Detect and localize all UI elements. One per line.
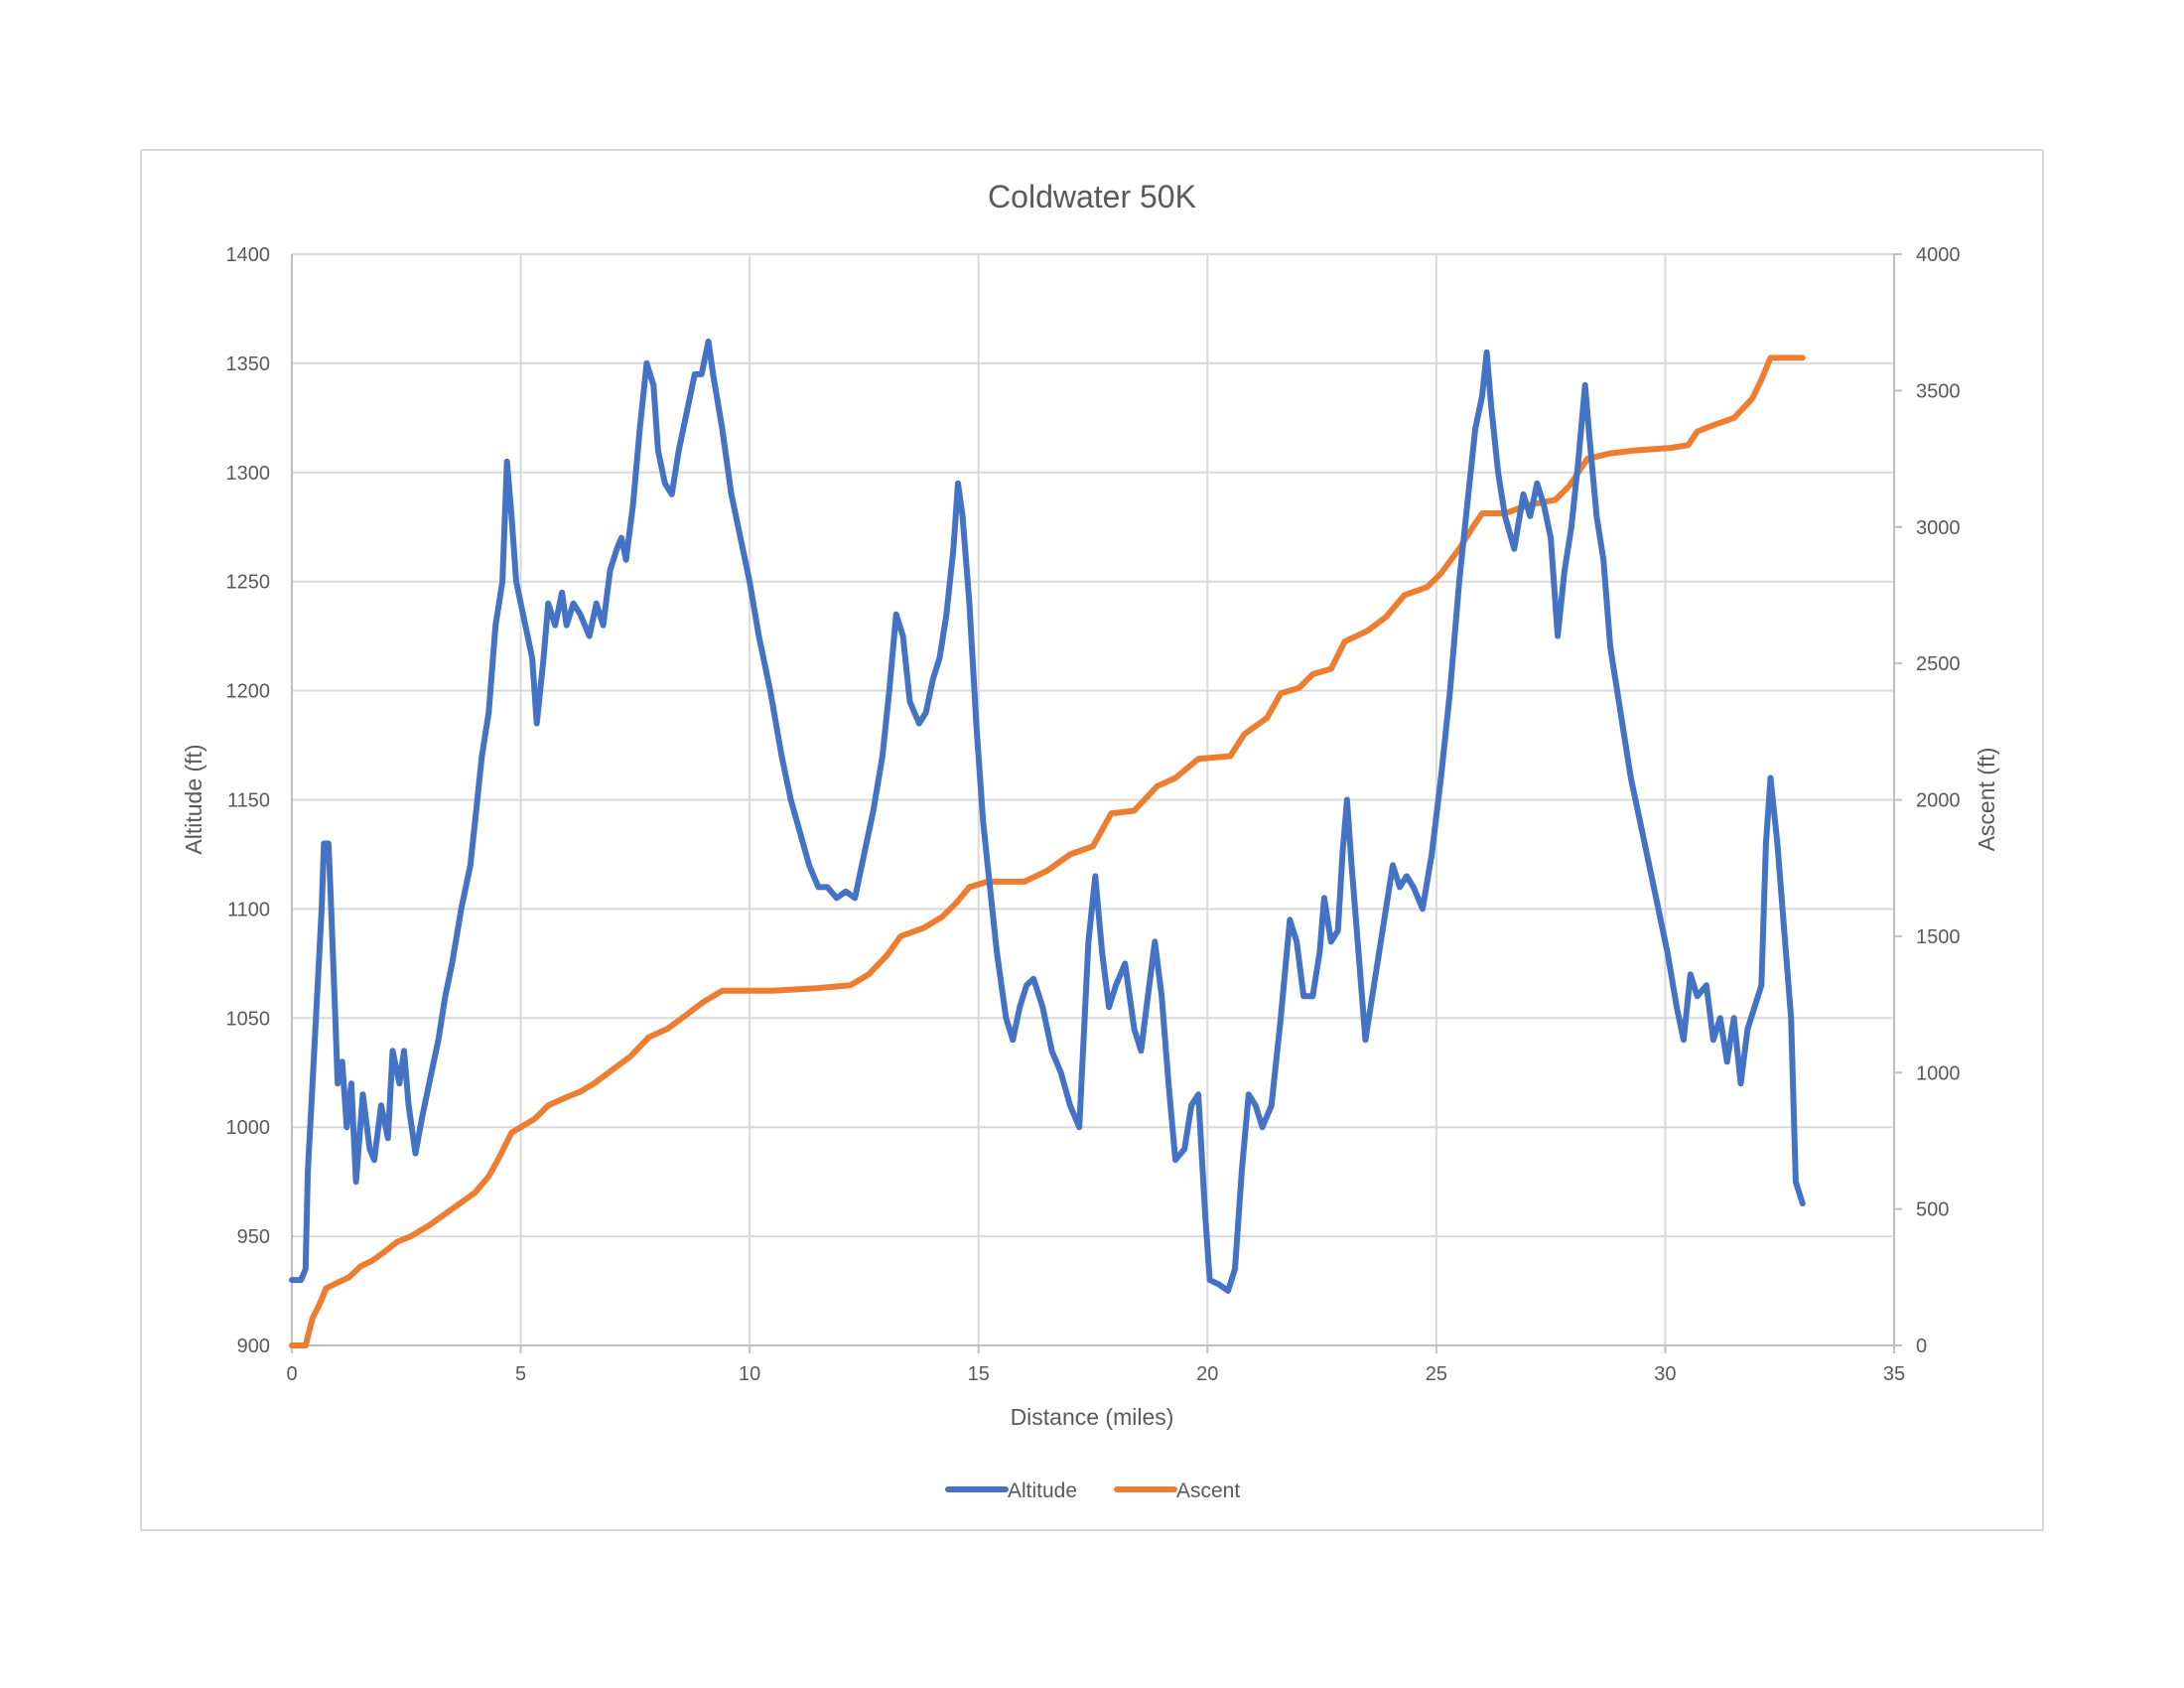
x-tick-label: 30 (1654, 1363, 1676, 1385)
y2-tick-label: 500 (1916, 1199, 1949, 1221)
y2-axis-title: Ascent (ft) (1974, 748, 1999, 852)
legend-label-altitude: Altitude (1008, 1479, 1077, 1502)
y-tick-label: 1400 (226, 244, 271, 266)
y2-tick-label: 4000 (1916, 244, 1961, 266)
x-tick-label: 10 (739, 1363, 760, 1385)
x-tick-label: 35 (1883, 1363, 1905, 1385)
y-tick-label: 1350 (226, 353, 271, 375)
y-tick-label: 1100 (227, 899, 270, 920)
x-tick-label: 15 (968, 1363, 990, 1385)
x-tick-label: 5 (515, 1363, 526, 1385)
legend: Altitude Ascent (945, 1479, 1240, 1502)
y2-tick-label: 0 (1916, 1336, 1927, 1357)
y-tick-label: 1000 (226, 1117, 271, 1139)
y-tick-label: 950 (237, 1226, 270, 1248)
series-lines (289, 338, 1806, 1348)
y2-tick-label: 1500 (1916, 926, 1961, 948)
legend-label-ascent: Ascent (1176, 1479, 1240, 1502)
axes (291, 253, 1902, 1353)
y-tick-label: 1150 (227, 790, 270, 812)
chart-border (140, 149, 2044, 1531)
y-tick-label: 1050 (226, 1008, 271, 1030)
series-line-altitude (289, 338, 1806, 1294)
chart-title: Coldwater 50K (988, 179, 1196, 214)
y2-tick-label: 3500 (1916, 380, 1961, 402)
y2-axis-tick-labels: 0 500 1000 1500 2000 2500 3000 3500 4000 (1916, 244, 1961, 1357)
x-axis-title: Distance (miles) (1011, 1404, 1174, 1430)
y-tick-label: 1250 (226, 572, 271, 594)
y2-tick-label: 3000 (1916, 517, 1961, 539)
y-axis-title: Altitude (ft) (181, 744, 206, 854)
y2-tick-label: 2500 (1916, 653, 1961, 675)
x-tick-label: 20 (1196, 1363, 1218, 1385)
y-tick-label: 1200 (226, 681, 271, 703)
y2-tick-label: 2000 (1916, 790, 1961, 812)
y2-tick-label: 1000 (1916, 1062, 1961, 1084)
x-tick-label: 0 (286, 1363, 297, 1385)
y-tick-label: 900 (237, 1336, 270, 1357)
y-axis-tick-labels: 900 950 1000 1050 1100 1150 1200 1250 1300 1350 14… (226, 244, 271, 1357)
y-tick-label: 1300 (226, 463, 271, 485)
x-axis-tick-labels: 0 5 10 15 20 25 30 35 (286, 1363, 1905, 1385)
x-tick-label: 25 (1426, 1363, 1447, 1385)
